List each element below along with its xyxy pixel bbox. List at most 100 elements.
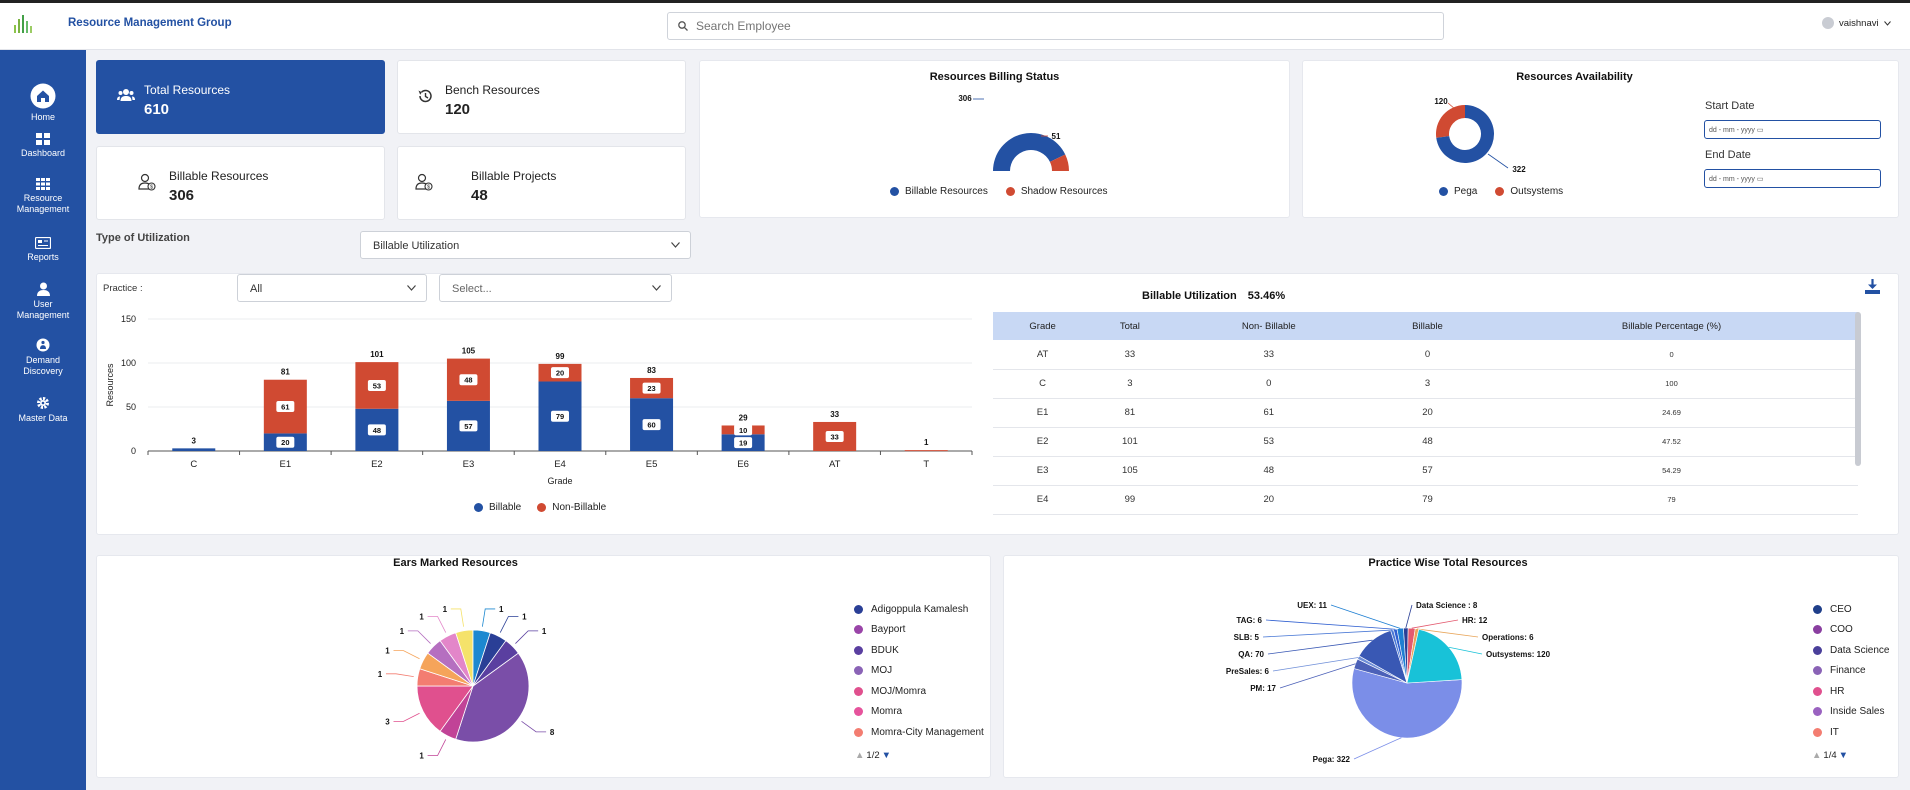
leader-line <box>1330 604 1401 629</box>
billable-project-icon: $ <box>415 173 433 191</box>
end-date-input[interactable]: dd - mm - yyyy ▭ <box>1704 169 1881 188</box>
legend-swatch <box>1813 645 1822 655</box>
bar-total-label: 29 <box>739 413 748 422</box>
column-header: Non- Billable <box>1167 312 1370 340</box>
x-tick-label: E5 <box>646 459 658 470</box>
table-cell: 53 <box>1167 427 1370 457</box>
legend-item[interactable]: Momra <box>854 702 984 723</box>
label-box <box>551 410 569 422</box>
bar-segment <box>172 448 216 451</box>
table-cell: 3 <box>1369 369 1486 399</box>
data-label: 48 <box>373 426 381 435</box>
data-label: 1 <box>378 670 383 679</box>
pager-up-icon[interactable]: ▲ <box>1812 750 1822 761</box>
legend-item[interactable]: Inside Sales <box>1813 702 1889 723</box>
stat-value: 120 <box>445 101 471 118</box>
data-label: Pega: 322 <box>1313 755 1351 764</box>
sidebar-item-home[interactable]: Home <box>0 83 86 123</box>
data-label: SLB: 5 <box>1234 633 1260 642</box>
data-label: 1 <box>443 605 448 614</box>
pager-down-icon[interactable]: ▼ <box>1838 750 1849 761</box>
availability-card: Resources Availability 120 322 Pega Outsy… <box>1302 60 1899 218</box>
data-label: 57 <box>464 422 472 431</box>
legend-swatch <box>537 503 547 512</box>
legend-item[interactable]: Data Science <box>1813 640 1889 661</box>
legend-item[interactable]: Adigoppula Kamalesh <box>854 599 984 620</box>
search-box[interactable] <box>667 12 1444 40</box>
data-label: 1 <box>400 627 405 636</box>
legend-item[interactable]: IT <box>1813 722 1889 743</box>
start-date-input[interactable]: dd - mm - yyyy ▭ <box>1704 120 1881 139</box>
table-cell: 0 <box>1369 340 1486 370</box>
legend-label: Shadow Resources <box>1020 186 1108 197</box>
legend-item[interactable]: COO <box>1813 620 1889 641</box>
legend-label: BDUK <box>871 644 899 656</box>
data-label: 79 <box>556 412 564 421</box>
table-cell: 100 <box>1485 369 1858 399</box>
user-menu[interactable]: vaishnavi <box>1822 17 1891 29</box>
legend-swatch <box>1439 187 1448 196</box>
chevron-down-icon <box>407 285 416 291</box>
sidebar-item-demand-discovery[interactable]: Demand Discovery <box>0 338 86 377</box>
table-cell: 57 <box>1369 456 1486 486</box>
stat-total-resources[interactable]: Total Resources 610 <box>96 60 385 134</box>
data-label: TAG: 6 <box>1236 616 1262 625</box>
data-label: 1 <box>522 613 527 622</box>
label-box <box>642 419 661 431</box>
legend-swatch <box>854 645 863 655</box>
y-tick-label: 50 <box>126 402 136 412</box>
date-placeholder: dd - mm - yyyy <box>1709 127 1755 134</box>
legend-item[interactable]: BDUK <box>854 640 984 661</box>
download-icon[interactable] <box>1864 278 1881 295</box>
legend-item[interactable]: Finance <box>1813 661 1889 682</box>
card-title: Practice Wise Total Resources <box>1368 557 1528 569</box>
sidebar-item-user-management[interactable]: User Management <box>0 282 86 321</box>
legend-label: Non-Billable <box>552 502 607 513</box>
x-tick-label: C <box>190 459 197 470</box>
table-scrollbar[interactable] <box>1855 312 1861 466</box>
stat-label: Billable Resources <box>169 169 269 183</box>
practice-pie-chart: Pega: 322 PM: 17 PreSales: 6 QA: 70 SLB: 5 TA… <box>1226 601 1551 764</box>
sub-practice-select[interactable]: Select... <box>439 274 672 302</box>
practice-legend-pager: ▲ 1/4 ▼ <box>1812 750 1848 761</box>
sidebar-item-label: User Management <box>16 299 70 320</box>
search-input[interactable] <box>696 17 1426 35</box>
svg-text:$: $ <box>427 185 430 191</box>
sidebar-item-label: Reports <box>27 252 59 262</box>
x-tick-label: T <box>923 459 929 470</box>
sidebar-item-master-data[interactable]: Master Data <box>0 396 86 424</box>
legend-item[interactable]: Bayport <box>854 620 984 641</box>
table-cell: 0 <box>1485 340 1858 370</box>
sidebar-item-reports[interactable]: Reports <box>0 237 86 263</box>
sidebar-item-resource-management[interactable]: Resource Management <box>0 178 86 215</box>
utilization-type-select[interactable]: Billable Utilization <box>360 231 691 259</box>
calendar-icon: ▭ <box>1756 127 1764 134</box>
stat-billable-projects[interactable]: $ Billable Projects 48 <box>397 146 686 220</box>
report-icon <box>35 237 51 249</box>
legend-item[interactable]: MOJ/Momra <box>854 681 984 702</box>
data-label: 51 <box>1052 132 1061 141</box>
table-row: E1 81 61 20 24.69 <box>993 398 1858 428</box>
data-label: 23 <box>647 384 655 393</box>
billable-utilization-percent: 53.46% <box>1247 290 1286 302</box>
practice-select[interactable]: All <box>237 274 427 302</box>
date-placeholder: dd - mm - yyyy <box>1709 176 1755 183</box>
pager-up-icon[interactable]: ▲ <box>855 750 865 761</box>
select-value: Billable Utilization <box>373 240 460 252</box>
table-row: E2 101 53 48 47.52 <box>993 427 1858 457</box>
leader-line <box>499 616 519 633</box>
legend-item[interactable]: CEO <box>1813 599 1889 620</box>
y-tick-label: 100 <box>121 358 136 368</box>
sidebar-item-dashboard[interactable]: Dashboard <box>0 133 86 159</box>
data-label: 61 <box>281 403 289 412</box>
utilization-bar-chart: 0 50 100 150 Resources Grade C 3 E1 20 61 81 E2 48 53 1… <box>105 314 973 486</box>
stat-billable-resources[interactable]: $ Billable Resources 306 <box>96 146 385 220</box>
stat-bench-resources[interactable]: Bench Resources 120 <box>397 60 686 134</box>
legend-item[interactable]: Momra-City Management <box>854 722 984 743</box>
leader-line <box>1411 619 1459 629</box>
billing-status-card: Resources Billing Status 306 51 Billable … <box>699 60 1290 218</box>
legend-item[interactable]: HR <box>1813 681 1889 702</box>
pager-down-icon[interactable]: ▼ <box>881 750 892 761</box>
legend-item[interactable]: MOJ <box>854 661 984 682</box>
utilization-type-label: Type of Utilization <box>96 232 190 244</box>
